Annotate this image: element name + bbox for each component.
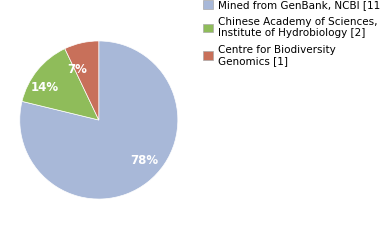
Wedge shape [20,41,178,199]
Text: 7%: 7% [68,63,87,76]
Wedge shape [22,49,99,120]
Text: 14%: 14% [31,81,59,94]
Wedge shape [65,41,99,120]
Text: 78%: 78% [131,154,159,167]
Legend: Mined from GenBank, NCBI [11], Chinese Academy of Sciences,
Institute of Hydrobi: Mined from GenBank, NCBI [11], Chinese A… [203,0,380,66]
